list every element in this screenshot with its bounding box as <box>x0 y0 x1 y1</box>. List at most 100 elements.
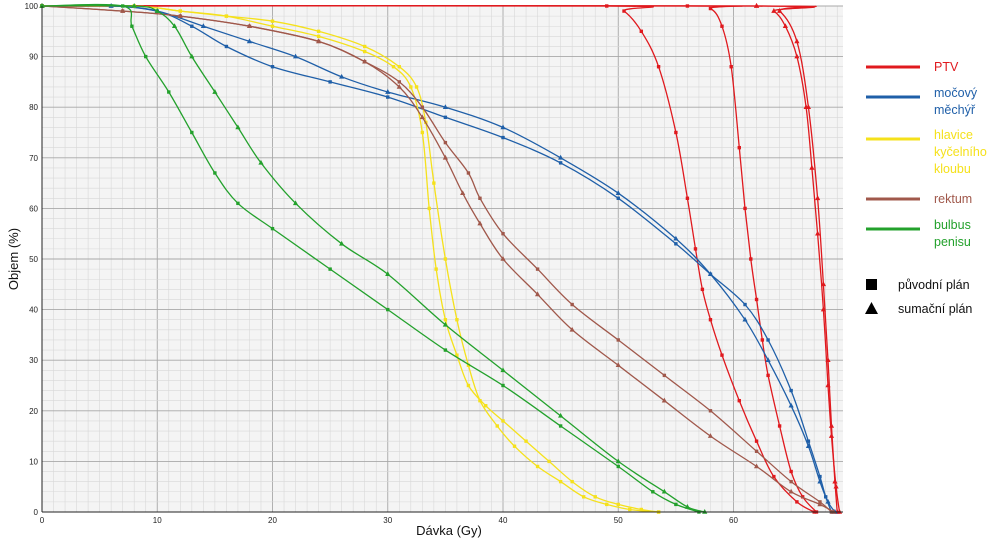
legend-label: kyčelního <box>934 145 987 159</box>
legend-item: bulbus penisu <box>866 218 971 249</box>
data-point-triangle <box>339 73 345 79</box>
legend-label: PTV <box>934 60 959 74</box>
data-point-square <box>605 502 609 507</box>
data-point-square <box>795 500 799 504</box>
data-point-triangle <box>292 53 299 59</box>
data-point-square <box>708 6 713 11</box>
data-point-square <box>427 206 431 211</box>
data-point-triangle <box>154 8 160 13</box>
data-point-square <box>224 14 229 18</box>
data-point-square <box>593 495 597 499</box>
data-point-square <box>616 502 620 507</box>
data-point-triangle <box>815 195 821 201</box>
data-point-square <box>397 80 401 84</box>
data-point-triangle <box>131 3 137 8</box>
y-tick-label: 20 <box>29 407 38 416</box>
series-line <box>41 5 835 513</box>
data-point-triangle <box>828 422 835 428</box>
data-point-triangle <box>615 362 621 368</box>
data-point-triangle <box>782 23 788 29</box>
data-point-triangle <box>442 154 448 160</box>
data-point-triangle <box>615 458 621 464</box>
square-marker-icon <box>866 279 877 290</box>
series-5 <box>39 3 838 514</box>
legend-label: kloubu <box>934 162 971 176</box>
data-point-triangle <box>805 104 812 109</box>
data-point-square <box>674 130 678 135</box>
data-point-square <box>432 181 436 185</box>
series-11 <box>39 3 708 514</box>
data-point-triangle <box>171 23 178 29</box>
x-axis-label: Dávka (Gy) <box>416 523 482 538</box>
legend-label: rektum <box>934 192 972 206</box>
triangle-marker-icon <box>865 302 878 314</box>
data-point-square <box>466 383 471 388</box>
data-point-triangle <box>817 478 823 484</box>
data-point-square <box>484 404 488 408</box>
y-axis-label: Objem (%) <box>6 228 21 290</box>
data-point-square <box>434 267 438 271</box>
y-tick-label: 70 <box>29 154 38 163</box>
data-point-square <box>420 130 425 135</box>
data-point-triangle <box>177 13 183 18</box>
data-point-square <box>443 115 448 120</box>
legend-label: penisu <box>934 235 971 249</box>
data-point-square <box>674 242 678 246</box>
data-point-square <box>616 338 620 342</box>
data-point-triangle <box>396 83 402 89</box>
data-point-triangle <box>477 220 483 226</box>
data-point-square <box>547 459 551 464</box>
data-point-triangle <box>673 235 679 241</box>
data-point-square <box>501 383 505 388</box>
marker-legend-item: sumační plán <box>865 302 972 316</box>
data-point-square <box>495 424 499 428</box>
data-point-square <box>328 80 332 84</box>
data-point-triangle <box>362 58 368 64</box>
data-point-square <box>270 24 275 28</box>
data-point-square <box>754 439 759 443</box>
data-point-triangle <box>707 433 714 438</box>
data-point-triangle <box>235 124 241 130</box>
x-tick-label: 50 <box>614 516 623 525</box>
series-4 <box>40 4 834 514</box>
data-point-triangle <box>246 23 253 29</box>
data-point-triangle <box>825 357 831 362</box>
data-point-square <box>414 85 419 89</box>
data-point-square <box>501 419 505 423</box>
data-point-triangle <box>777 8 783 13</box>
data-point-square <box>651 490 655 494</box>
data-point-square <box>130 24 134 28</box>
data-point-triangle <box>771 8 777 13</box>
legend: PTV močový měchýř hlavice kyčelního kloubu rek… <box>865 60 987 316</box>
data-point-square <box>760 338 765 342</box>
data-point-triangle <box>460 190 466 196</box>
data-point-square <box>316 29 321 33</box>
data-point-square <box>328 267 332 271</box>
data-point-square <box>772 474 776 479</box>
data-point-square <box>639 507 644 512</box>
data-point-triangle <box>707 271 714 276</box>
data-point-square <box>190 130 194 135</box>
data-point-square <box>144 54 148 59</box>
data-point-triangle <box>788 402 794 408</box>
legend-label: bulbus <box>934 218 971 232</box>
curves <box>39 3 843 514</box>
data-point-triangle <box>385 89 391 94</box>
data-point-square <box>693 247 698 251</box>
data-point-square <box>501 135 505 140</box>
data-point-square <box>700 287 705 292</box>
data-point-square <box>466 171 471 175</box>
data-point-square <box>386 95 390 99</box>
data-point-square <box>570 302 574 307</box>
data-point-triangle <box>794 38 800 44</box>
x-tick-label: 10 <box>153 516 162 525</box>
data-point-triangle <box>534 291 541 297</box>
data-point-square <box>558 424 563 428</box>
data-point-square <box>743 302 747 307</box>
data-point-square <box>316 34 321 39</box>
data-point-triangle <box>500 124 506 130</box>
data-point-square <box>743 206 747 211</box>
data-point-triangle <box>661 397 667 403</box>
data-point-square <box>570 479 574 484</box>
data-point-triangle <box>189 53 195 59</box>
